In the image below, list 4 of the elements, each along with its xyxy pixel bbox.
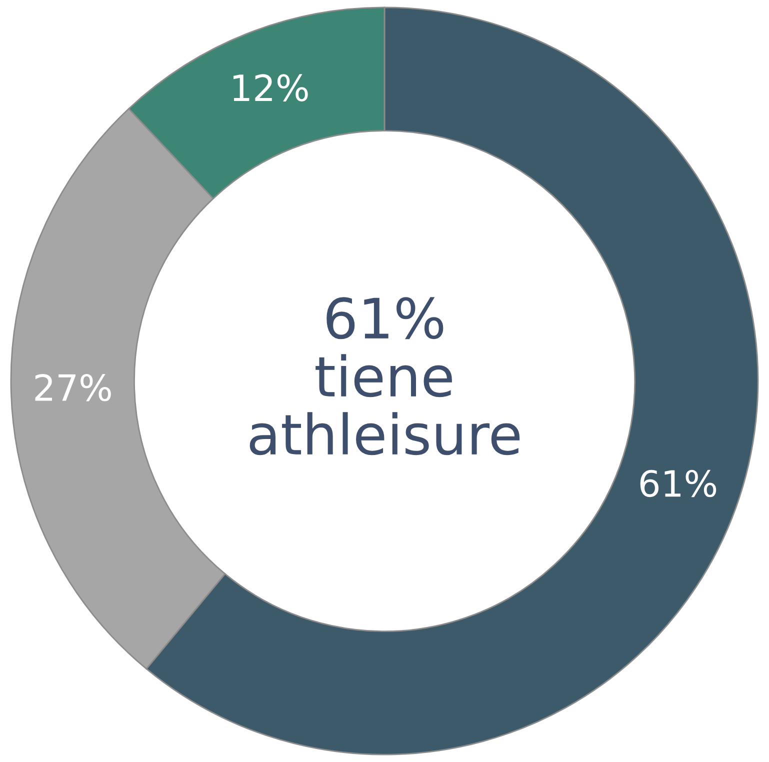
- text: 61% tiene athleisure: [250, 297, 520, 456]
- data-label: 61%: [640, 470, 716, 498]
- data-label: 12%: [234, 74, 308, 102]
- data-label: 27%: [35, 374, 111, 402]
